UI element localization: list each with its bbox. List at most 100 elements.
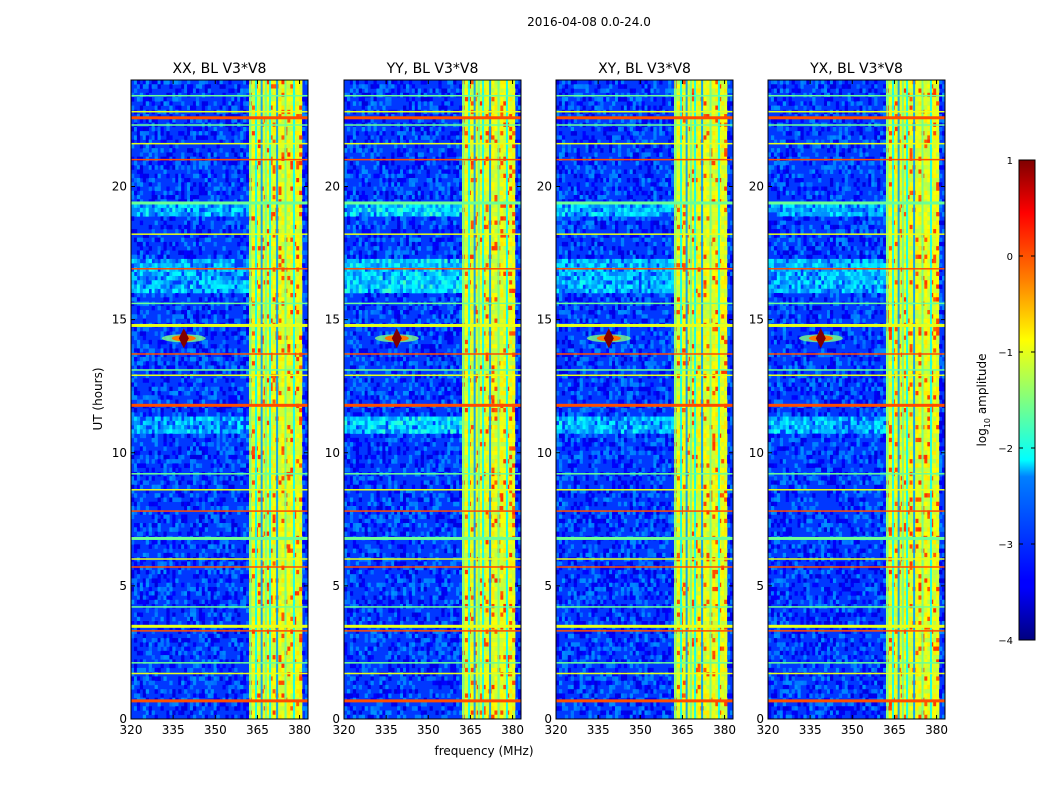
spectrum-cell (302, 463, 306, 468)
spectrum-cell (243, 361, 247, 366)
spectrum-cell (257, 544, 262, 549)
spectrum-cell (240, 335, 244, 341)
spectrum-cell (190, 327, 194, 332)
spectrum-cell (131, 540, 135, 545)
spectrum-cell (299, 425, 303, 430)
spectrum-cell (296, 561, 300, 566)
spectrum-cell (251, 258, 256, 264)
spectrum-cell (257, 463, 262, 468)
spectrum-cell (139, 399, 144, 405)
spectrum-cell (142, 552, 147, 558)
spectrum-cell (251, 339, 256, 345)
spectrum-cell (246, 160, 250, 166)
spectrum-cell (287, 501, 291, 507)
spectrum-cell (299, 369, 303, 375)
spectrum-cell (257, 80, 262, 85)
spectrum-cell (163, 165, 167, 170)
spectrum-cell (246, 177, 250, 183)
spectrum-cell (139, 220, 144, 226)
spectrum-cell (287, 523, 291, 528)
spectrum-cell (281, 152, 285, 157)
spectrum-cell (166, 173, 170, 179)
spectrum-cell (139, 246, 144, 251)
spectrum-cell (266, 373, 270, 379)
spectrum-cell (246, 331, 250, 336)
spectrum-cell (269, 263, 273, 268)
spectrum-cell (234, 416, 238, 422)
spectrum-cell (190, 275, 194, 281)
spectrum-cell (184, 135, 188, 140)
spectrum-cell (237, 254, 241, 260)
spectrum-cell (139, 173, 144, 179)
spectrum-cell (299, 497, 303, 503)
spectrum-cell (142, 80, 147, 85)
spectrum-cell (305, 152, 308, 157)
spectrum-cell (163, 169, 167, 175)
spectrum-cell (148, 224, 152, 230)
spectrum-cell (139, 561, 144, 566)
spectrum-cell (163, 540, 167, 545)
spectrum-cell (187, 271, 191, 277)
spectrum-cell (287, 416, 291, 422)
spectrum-cell (175, 523, 179, 528)
spectrum-cell (190, 105, 194, 111)
spectrum-cell (201, 203, 206, 209)
spectrum-cell (154, 369, 158, 375)
spectrum-cell (231, 207, 235, 213)
spectrum-cell (169, 442, 173, 447)
spectrum-cell (172, 195, 176, 200)
spectrum-cell (178, 565, 182, 571)
spectrum-cell (216, 450, 220, 456)
spectrum-cell (172, 246, 176, 251)
spectrum-cell (151, 165, 155, 170)
spectrum-cell (222, 540, 226, 545)
spectrum-cell (272, 118, 276, 123)
spectrum-cell (281, 271, 285, 277)
spectrum-cell (154, 207, 158, 213)
spectrum-cell (192, 288, 197, 294)
spectrum-cell (290, 446, 294, 451)
spectrum-cell (139, 425, 144, 430)
spectrum-cell (133, 348, 138, 353)
spectrum-cell (299, 271, 303, 277)
spectrum-cell (142, 523, 147, 528)
spectrum-cell (181, 314, 185, 319)
spectrum-cell (133, 267, 138, 272)
spectrum-cell (243, 139, 247, 145)
spectrum-cell (266, 216, 270, 221)
spectrum-cell (299, 599, 303, 605)
spectrum-cell (133, 254, 138, 260)
spectrum-cell (281, 561, 285, 566)
spectrum-cell (231, 450, 235, 456)
spectrum-cell (145, 173, 149, 179)
spectrum-cell (184, 263, 188, 268)
spectrum-cell (257, 437, 262, 443)
spectrum-cell (237, 224, 241, 230)
spectrum-cell (296, 378, 300, 383)
spectrum-cell (222, 488, 226, 494)
spectrum-cell (131, 480, 135, 485)
spectrum-cell (213, 344, 217, 349)
spectrum-cell (213, 250, 217, 255)
spectrum-cell (160, 352, 164, 358)
spectrum-cell (257, 497, 262, 503)
spectrum-cell (240, 182, 244, 187)
spectrum-cell (131, 586, 135, 592)
spectrum-cell (213, 459, 217, 464)
spectrum-cell (266, 454, 270, 460)
spectrum-cell (178, 203, 182, 209)
spectrum-cell (160, 420, 164, 426)
spectrum-cell (187, 591, 191, 596)
spectrum-cell (187, 480, 191, 485)
spectrum-cell (266, 254, 270, 260)
spectrum-cell (151, 195, 155, 200)
spectrum-cell (201, 501, 206, 507)
spectrum-cell (204, 552, 208, 558)
spectrum-cell (237, 621, 241, 626)
spectrum-cell (148, 476, 152, 481)
spectrum-cell (296, 510, 300, 515)
spectrum-cell (290, 288, 294, 294)
spectrum-cell (272, 386, 276, 392)
spectrum-cell (240, 599, 244, 605)
spectrum-cell (131, 165, 135, 170)
